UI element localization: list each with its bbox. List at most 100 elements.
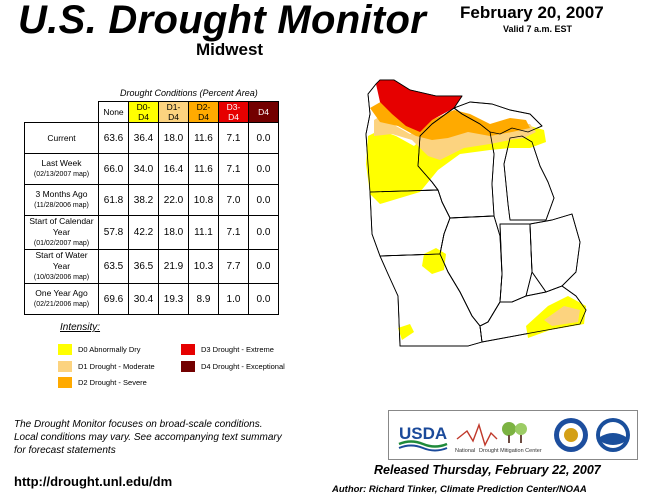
table-cell: 0.0 bbox=[248, 153, 279, 185]
d3-extreme-minnesota bbox=[376, 80, 462, 132]
col-header-d4: D4 bbox=[248, 101, 279, 123]
table-cell: 10.3 bbox=[188, 249, 219, 284]
table-row: One Year Ago (02/21/2006 map) 69.6 30.4 19.3… bbox=[24, 283, 279, 315]
row-label-text: Last Week bbox=[41, 158, 82, 168]
table-header-row: None D0-D4 D1-D4 D2-D4 D3-D4 D4 bbox=[25, 101, 279, 123]
note-line-3: for forecast statements bbox=[14, 445, 116, 456]
row-label: 3 Months Ago (11/28/2006 map) bbox=[24, 184, 99, 216]
d1-moderate-kentucky bbox=[544, 306, 580, 326]
table-cell: 0.0 bbox=[248, 184, 279, 216]
row-label: Start of Water Year (10/03/2006 map) bbox=[24, 249, 99, 284]
midwest-drought-map bbox=[365, 79, 587, 347]
ndmc-line-2: Drought Mitigation Center bbox=[479, 448, 542, 454]
row-label: Start of Calendar Year (01/02/2007 map) bbox=[24, 215, 99, 250]
table-cell: 61.8 bbox=[98, 184, 129, 216]
table-cell: 8.9 bbox=[188, 283, 219, 315]
region-label: Midwest bbox=[196, 40, 264, 59]
drought-monitor-url[interactable]: http://drought.unl.edu/dm bbox=[14, 474, 173, 489]
drought-conditions-table: None D0-D4 D1-D4 D2-D4 D3-D4 D4 Current 6… bbox=[24, 101, 279, 315]
disclaimer-note: The Drought Monitor focuses on broad-sca… bbox=[14, 418, 344, 457]
legend-label-d1: D1 Drought - Moderate bbox=[78, 362, 155, 371]
table-cell: 7.0 bbox=[218, 184, 249, 216]
commerce-seal-logo bbox=[554, 418, 588, 452]
table-cell: 63.6 bbox=[98, 122, 129, 154]
col-header-none: None bbox=[98, 101, 129, 123]
row-label-date: (02/21/2006 map) bbox=[33, 301, 90, 308]
table-cell: 63.5 bbox=[98, 249, 129, 284]
legend-item-d2: D2 Drought - Severe bbox=[58, 377, 147, 388]
row-label: One Year Ago (02/21/2006 map) bbox=[24, 283, 99, 315]
partner-logos: USDA National Drought Mitigation Center bbox=[388, 410, 638, 460]
table-cell: 11.1 bbox=[188, 215, 219, 250]
ndmc-line-1: National bbox=[455, 448, 475, 454]
michigan-lower-peninsula bbox=[503, 135, 555, 221]
table-row: 3 Months Ago (11/28/2006 map) 61.8 38.2 22.0… bbox=[24, 184, 279, 216]
table-cell: 7.1 bbox=[218, 153, 249, 185]
table-cell: 69.6 bbox=[98, 283, 129, 315]
d1-moderate-north bbox=[374, 114, 536, 160]
row-label-text: 3 Months Ago bbox=[35, 189, 88, 199]
page-title: U.S. Drought Monitor bbox=[18, 0, 427, 42]
usda-wordmark: USDA bbox=[399, 424, 447, 443]
legend-label-d3: D3 Drought - Extreme bbox=[201, 345, 274, 354]
table-cell: 10.8 bbox=[188, 184, 219, 216]
table-cell: 57.8 bbox=[98, 215, 129, 250]
table-cell: 19.3 bbox=[158, 283, 189, 315]
table-cell: 18.0 bbox=[158, 122, 189, 154]
row-label-date: (10/03/2006 map) bbox=[33, 274, 90, 281]
table-row: Start of Water Year (10/03/2006 map) 63.5 3… bbox=[24, 249, 279, 284]
table-cell: 11.6 bbox=[188, 122, 219, 154]
usda-logo: USDA bbox=[398, 424, 448, 452]
legend-item-d1: D1 Drought - Moderate bbox=[58, 361, 155, 372]
valid-time: Valid 7 a.m. EST bbox=[503, 24, 573, 34]
legend-swatch-d0 bbox=[58, 344, 72, 355]
note-line-2: Local conditions may vary. See accompany… bbox=[14, 432, 282, 443]
row-label-text: Start of Calendar Year bbox=[29, 216, 94, 237]
row-label-date: (01/02/2007 map) bbox=[33, 240, 90, 247]
table-cell: 1.0 bbox=[218, 283, 249, 315]
table-cell: 34.0 bbox=[128, 153, 159, 185]
d0-abnormally-dry-missouri bbox=[398, 324, 414, 340]
ndmc-logo: National Drought Mitigation Center bbox=[455, 422, 542, 454]
legend-label-d4: D4 Drought - Exceptional bbox=[201, 362, 285, 371]
table-cell: 36.5 bbox=[128, 249, 159, 284]
table-cell: 0.0 bbox=[248, 283, 279, 315]
table-row: Start of Calendar Year (01/02/2007 map) 57… bbox=[24, 215, 279, 250]
note-line-1: The Drought Monitor focuses on broad-sca… bbox=[14, 419, 263, 430]
intensity-title: Intensity: bbox=[60, 322, 101, 333]
legend-label-d2: D2 Drought - Severe bbox=[78, 378, 147, 387]
row-label-text: One Year Ago bbox=[35, 288, 88, 298]
table-cell: 42.2 bbox=[128, 215, 159, 250]
col-header-d0-d4: D0-D4 bbox=[128, 101, 159, 123]
table-caption: Drought Conditions (Percent Area) bbox=[120, 88, 258, 98]
row-label-date: (02/13/2007 map) bbox=[33, 171, 90, 178]
table-cell: 7.7 bbox=[218, 249, 249, 284]
row-label-text: Start of Water Year bbox=[35, 250, 88, 271]
table-cell: 16.4 bbox=[158, 153, 189, 185]
d2-severe-north bbox=[370, 100, 530, 140]
table-cell: 36.4 bbox=[128, 122, 159, 154]
table-cell: 11.6 bbox=[188, 153, 219, 185]
legend-swatch-d1 bbox=[58, 361, 72, 372]
table-cell: 0.0 bbox=[248, 249, 279, 284]
legend-item-d0: D0 Abnormally Dry bbox=[58, 344, 141, 355]
table-cell: 38.2 bbox=[128, 184, 159, 216]
legend-swatch-d4 bbox=[181, 361, 195, 372]
row-label-text: Current bbox=[47, 132, 76, 143]
table-row: Current 63.6 36.4 18.0 11.6 7.1 0.0 bbox=[24, 122, 279, 154]
col-header-d1-d4: D1-D4 bbox=[158, 101, 189, 123]
release-date: Released Thursday, February 22, 2007 bbox=[374, 463, 601, 477]
col-header-d3-d4: D3-D4 bbox=[218, 101, 249, 123]
legend-item-d3: D3 Drought - Extreme bbox=[181, 344, 274, 355]
map-date: February 20, 2007 bbox=[460, 3, 604, 22]
row-label: Current bbox=[24, 122, 99, 154]
legend-swatch-d3 bbox=[181, 344, 195, 355]
legend-swatch-d2 bbox=[58, 377, 72, 388]
author-credit: Author: Richard Tinker, Climate Predicti… bbox=[332, 484, 587, 495]
table-cell: 30.4 bbox=[128, 283, 159, 315]
table-cell: 22.0 bbox=[158, 184, 189, 216]
table-corner bbox=[25, 102, 99, 123]
row-label-date: (11/28/2006 map) bbox=[34, 202, 89, 209]
table-cell: 18.0 bbox=[158, 215, 189, 250]
table-cell: 21.9 bbox=[158, 249, 189, 284]
